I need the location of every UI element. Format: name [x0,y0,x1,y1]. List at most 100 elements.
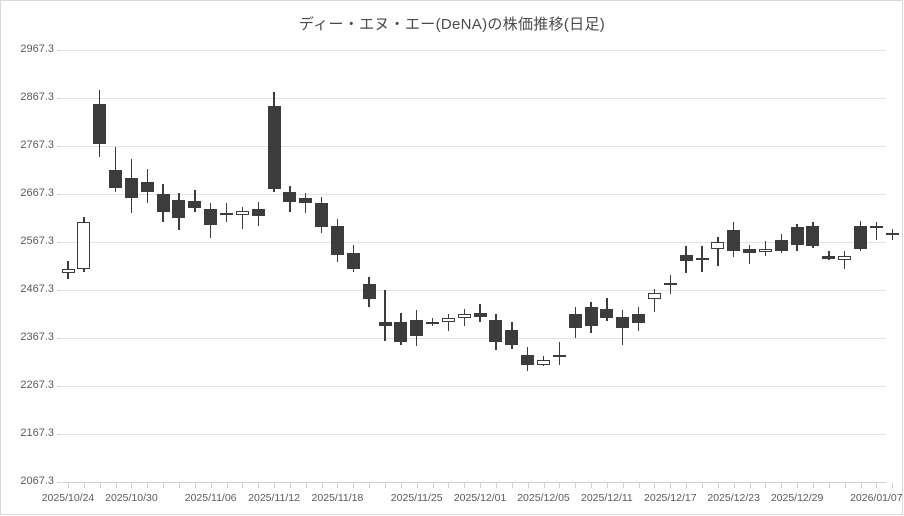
x-tick-label: 2025/12/23 [707,492,760,504]
x-tick-mark [83,483,85,488]
candle-body-up [711,241,725,250]
candle-body-down [727,230,741,252]
candlestick [552,50,567,482]
candlestick [457,50,472,482]
x-tick-mark [876,483,878,488]
y-tick-label: 2167.3 [20,427,54,439]
x-tick-mark [226,483,228,488]
candlestick [584,50,599,482]
y-tick-label: 2467.3 [20,283,54,295]
x-tick-mark [765,483,767,488]
candle-body-down [410,319,424,336]
candle-body-up [61,268,75,273]
gridline [62,242,886,243]
candlestick [758,50,773,482]
plot-background [62,50,886,482]
candle-body-up [235,210,249,215]
x-tick-mark [717,483,719,488]
candle-body-up [695,257,709,260]
y-tick-mark [57,50,61,51]
candle-wick [225,203,228,223]
candle-body-up [426,322,440,325]
x-tick-mark [147,483,149,488]
candle-body-down [505,329,519,346]
candle-body-up [758,249,772,252]
x-tick-mark [99,483,101,488]
candlestick [393,50,408,482]
candle-body-up [457,313,471,319]
candle-body-down [489,319,503,343]
candle-wick [194,190,196,212]
x-tick-mark [258,483,260,488]
x-tick-label: 2025/11/18 [311,492,364,504]
candlestick [488,50,503,482]
x-tick-mark [274,483,276,488]
x-tick-mark [654,483,656,488]
x-tick-mark [337,483,339,488]
gridline [62,338,886,339]
y-tick-mark [57,386,61,387]
x-tick-label: 2026/01/07 [850,492,903,504]
candle-wick [431,318,434,327]
x-tick-mark [575,483,577,488]
x-tick-mark [400,483,402,488]
candle-body-down [188,201,202,209]
x-tick-mark [844,483,846,488]
candlestick [473,50,488,482]
y-tick-label: 2067.3 [20,475,54,487]
candlestick [441,50,456,482]
candle-body-down [315,203,329,228]
candlestick [599,50,614,482]
x-tick-mark [321,483,323,488]
x-tick-label: 2025/11/12 [248,492,300,504]
candlestick [663,50,678,482]
candlestick [140,50,155,482]
x-tick-mark [131,483,133,488]
candle-body-up [537,359,550,366]
x-tick-label: 2025/12/29 [770,492,824,504]
x-tick-mark [828,483,830,488]
candle-wick [384,289,386,341]
x-tick-mark [797,483,799,488]
x-tick-mark [606,483,608,488]
candle-body-down [568,313,582,329]
candlestick [76,50,91,482]
x-tick-mark [416,483,418,488]
candlestick [267,50,282,482]
candle-body-down [790,227,804,245]
y-tick-label: 2567.3 [20,235,54,247]
gridline [62,146,886,147]
candle-body-down [822,256,836,259]
gridline [62,434,886,435]
x-tick-mark [385,483,386,488]
y-tick-mark [57,482,61,483]
y-tick-mark [57,338,61,339]
y-tick-label: 2767.3 [20,139,54,151]
candlestick [790,50,805,482]
candlestick [251,50,266,482]
candle-body-down [584,306,598,327]
x-tick-mark [495,483,497,488]
candlestick [425,50,440,482]
y-tick-label: 2367.3 [20,331,54,343]
x-tick-label: 2025/12/17 [644,492,697,504]
x-tick-mark [115,483,117,488]
candlestick [885,50,900,482]
x-tick-mark [543,483,545,488]
candle-body-down [743,249,757,253]
x-tick-label: 2025/10/30 [105,492,158,504]
candlestick [156,50,171,482]
candle-body-up [77,222,91,269]
x-tick-mark [432,483,434,488]
candlestick [568,50,583,482]
x-tick-label: 2025/12/11 [581,492,633,504]
candlestick [536,50,551,482]
x-tick-label: 2025/11/06 [184,492,237,504]
candle-body-down [93,103,107,144]
y-tick-mark [57,242,61,243]
gridline [62,386,886,387]
candlestick [124,50,139,482]
candlestick [695,50,710,482]
x-tick-mark [686,483,688,488]
x-tick-mark [733,483,735,488]
